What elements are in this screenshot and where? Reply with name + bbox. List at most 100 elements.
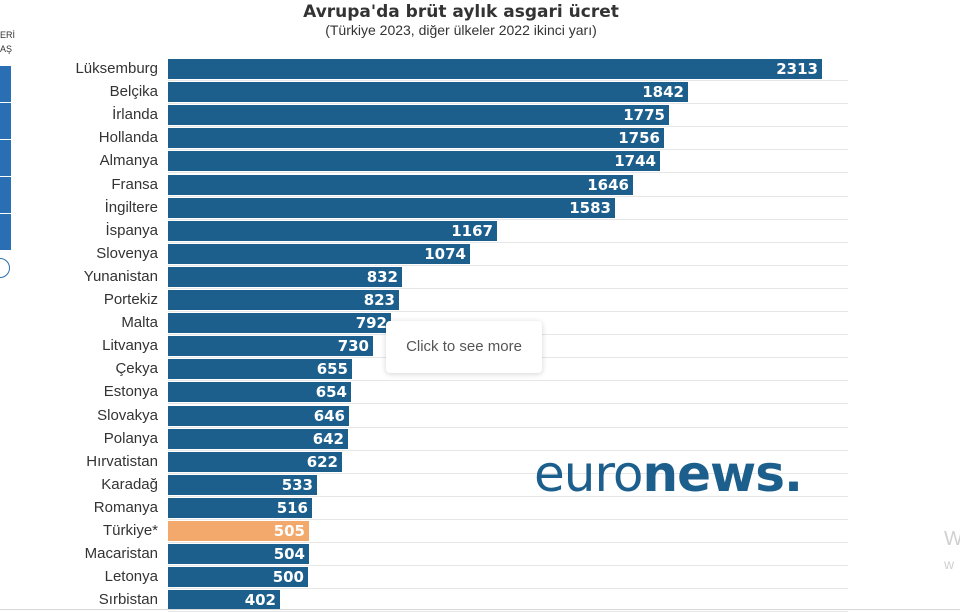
share-button-1[interactable]: [0, 66, 11, 103]
share-button-5[interactable]: [0, 214, 11, 251]
category-label: Slovenya: [96, 244, 158, 262]
category-label: Polanya: [103, 429, 158, 447]
bar[interactable]: 1167: [168, 220, 499, 241]
click-tooltip[interactable]: Click to see more: [386, 321, 542, 373]
grid-line: [168, 518, 848, 520]
value-label: 646: [313, 406, 345, 425]
value-label: 533: [281, 475, 313, 494]
category-label: Fransa: [111, 175, 158, 193]
grid-line: [168, 218, 848, 220]
bar[interactable]: 533: [168, 474, 319, 495]
grid-line: [168, 380, 848, 382]
bar[interactable]: 654: [168, 382, 353, 403]
value-label: 504: [273, 545, 305, 564]
value-label: 792: [355, 314, 387, 333]
category-label: Sırbistan: [98, 591, 158, 609]
bar[interactable]: 2313: [168, 59, 824, 79]
bar[interactable]: 823: [168, 290, 401, 310]
bottom-rule: [0, 609, 960, 610]
euronews-logo: euronews.: [534, 444, 803, 504]
bar[interactable]: 1583: [168, 197, 617, 218]
value-label: 2313: [776, 60, 818, 78]
category-label: Türkiye*: [102, 522, 158, 539]
grid-line: [168, 472, 848, 474]
bar[interactable]: 1775: [168, 105, 671, 126]
value-label: 402: [244, 591, 276, 610]
value-label: 832: [366, 267, 398, 286]
category-label: Karadağ: [101, 475, 158, 493]
grid-line: [168, 542, 848, 543]
bar[interactable]: 1646: [168, 174, 635, 195]
category-label: Belçika: [109, 83, 158, 101]
bar[interactable]: 402: [168, 590, 282, 611]
grid-line: [168, 426, 848, 428]
value-label: 516: [276, 498, 308, 517]
bar[interactable]: 1842: [168, 82, 690, 103]
grid-line: [168, 126, 848, 128]
value-label: 1775: [623, 106, 665, 125]
value-label: 654: [315, 383, 347, 402]
logo-part-2: news.: [642, 445, 803, 503]
bar[interactable]: 500: [168, 567, 310, 588]
value-label: 1583: [569, 198, 611, 217]
value-label: 1744: [614, 152, 656, 171]
bar[interactable]: 655: [168, 359, 354, 380]
category-label: Çekya: [115, 360, 158, 378]
value-label: 1646: [587, 175, 629, 194]
watermark-line-1: W: [944, 528, 960, 550]
bar[interactable]: 516: [168, 497, 314, 518]
value-label: 730: [337, 337, 369, 356]
bar[interactable]: 504: [168, 544, 311, 565]
value-label: 1842: [642, 83, 684, 102]
grid-line: [168, 311, 848, 312]
category-label: Macaristan: [84, 545, 158, 563]
share-button-3[interactable]: [0, 140, 11, 177]
share-button-4[interactable]: [0, 177, 11, 214]
bar[interactable]: 1756: [168, 128, 666, 149]
value-label: 622: [306, 452, 338, 471]
category-label: Hırvatistan: [86, 452, 158, 470]
grid-line: [168, 241, 848, 243]
share-sidebar: ERİ AŞ: [0, 0, 16, 612]
bar[interactable]: 646: [168, 405, 351, 426]
category-label: Lüksemburg: [75, 60, 158, 77]
share-button-2[interactable]: [0, 103, 11, 140]
grid-line: [168, 149, 848, 151]
value-label: 642: [312, 429, 344, 448]
category-label: Romanya: [93, 498, 158, 516]
grid-line: [168, 495, 848, 497]
chart-subtitle: (Türkiye 2023, diğer ülkeler 2022 ikinci…: [325, 22, 597, 38]
category-label: İspanya: [105, 221, 158, 239]
category-label: İrlanda: [112, 106, 158, 124]
value-label: 655: [316, 360, 348, 379]
sidebar-text-2: AŞ: [0, 44, 13, 54]
value-label: 823: [363, 291, 395, 309]
grid-line: [168, 403, 848, 405]
category-label: Hollanda: [98, 129, 158, 147]
grid-line: [168, 264, 848, 266]
bar[interactable]: 1074: [168, 243, 472, 264]
value-label: 1167: [451, 221, 493, 240]
grid-line: [168, 103, 848, 105]
value-label: 1074: [424, 244, 466, 263]
category-label: Yunanistan: [83, 267, 158, 285]
value-label: 505: [273, 522, 305, 540]
grid-line: [168, 588, 848, 590]
grid-line: [168, 449, 848, 451]
bar[interactable]: 1744: [168, 151, 662, 172]
category-label: Estonya: [103, 383, 158, 401]
value-label: 500: [272, 568, 304, 587]
bar[interactable]: 730: [168, 336, 375, 357]
grid-line: [168, 80, 848, 81]
bar[interactable]: 622: [168, 451, 344, 472]
category-label: İngiltere: [104, 198, 158, 216]
bar[interactable]: 642: [168, 428, 350, 449]
category-label: Almanya: [99, 152, 158, 170]
category-label: Portekiz: [103, 291, 158, 308]
bar[interactable]: 792: [168, 313, 393, 334]
bar[interactable]: 505: [168, 521, 311, 541]
value-label: 1756: [618, 129, 660, 148]
bar[interactable]: 832: [168, 266, 404, 287]
watermark-line-2: w: [944, 556, 955, 572]
